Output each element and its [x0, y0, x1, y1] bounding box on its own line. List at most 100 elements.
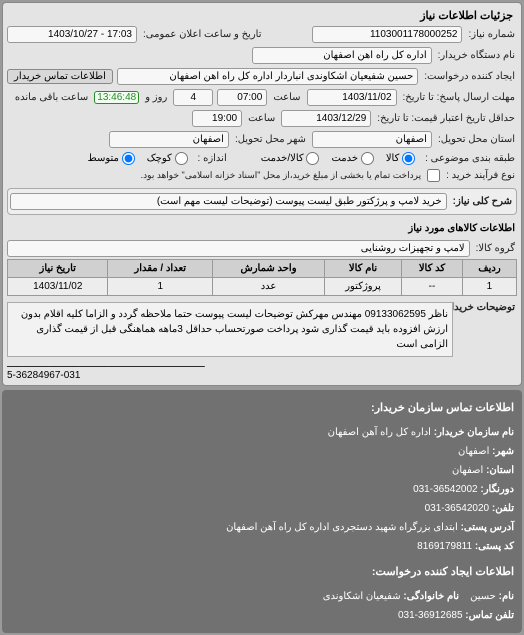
- size-label: اندازه :: [196, 153, 229, 164]
- request-no-label: شماره نیاز:: [466, 29, 517, 40]
- remain-label: ساعت باقی مانده: [13, 92, 90, 103]
- contact-postal: 8169179811: [417, 541, 472, 552]
- contact-city: اصفهان: [452, 465, 483, 476]
- contact-fax-row: دورنگار: 36542002-031: [10, 480, 514, 499]
- row-goods-group: گروه کالا:: [7, 238, 517, 259]
- contact-province-label: شهر:: [492, 446, 514, 457]
- buyer-note-text: ناظر 09133062595 مهندس مهرکش توضیحات لیس…: [7, 302, 453, 357]
- announce-field: [7, 26, 137, 43]
- contact-province-row: شهر: اصفهان: [10, 442, 514, 461]
- contact-tel-row: تلفن تماس: 36912685-031: [10, 606, 514, 625]
- contact-phone-row: تلفن: 36542020-031: [10, 499, 514, 518]
- contact-city-row: استان: اصفهان: [10, 461, 514, 480]
- prepay-label: پرداخت تمام یا بخشی از مبلغ خرید،از محل …: [139, 170, 423, 181]
- contact-fax: 36542002-031: [413, 484, 478, 495]
- row-buyer-note: توضیحات خریدار: ناظر 09133062595 مهندس م…: [7, 300, 517, 359]
- contact-postal-label: کد پستی:: [475, 541, 514, 552]
- row-group-type: طبقه بندی موضوعی : کالا خدمت کالا/خدمت ا…: [7, 150, 517, 167]
- requester-field: [117, 68, 418, 85]
- row-process: نوع فرآیند خرید : پرداخت تمام یا بخشی از…: [7, 167, 517, 184]
- th-date: تاریخ نیاز: [8, 260, 108, 278]
- th-name: نام کالا: [325, 260, 402, 278]
- opt-goods-radio[interactable]: [402, 152, 415, 165]
- contact-org-label: نام سازمان خریدار:: [434, 427, 514, 438]
- contact-province: اصفهان: [458, 446, 489, 457]
- row-buyer-device: نام دستگاه خریدار:: [7, 45, 517, 66]
- delivery-state-label: استان محل تحویل:: [436, 134, 517, 145]
- announce-label: تاریخ و ساعت اعلان عمومی:: [141, 29, 264, 40]
- contact-info-button[interactable]: اطلاعات تماس خریدار: [7, 69, 113, 84]
- validity-date-field: [281, 110, 371, 127]
- contact-name: حسین: [470, 591, 496, 602]
- table-row: 1 -- پروژکتور عدد 1 1403/11/02: [8, 278, 517, 296]
- remain-time: 13:46:48: [94, 91, 139, 104]
- buyer-device-label: نام دستگاه خریدار:: [436, 50, 517, 61]
- td-name: پروژکتور: [325, 278, 402, 296]
- opt-goods-service-radio[interactable]: [306, 152, 319, 165]
- contact-postal-row: کد پستی: 8169179811: [10, 537, 514, 556]
- contact-phone: 36542020-031: [425, 503, 490, 514]
- opt-service-radio[interactable]: [361, 152, 374, 165]
- row-requester: ایجاد کننده درخواست: اطلاعات تماس خریدار: [7, 66, 517, 87]
- deadline-date-field: [307, 89, 397, 106]
- contact-org-row: نام سازمان خریدار: اداره کل راه آهن اصفه…: [10, 423, 514, 442]
- td-row: 1: [462, 278, 516, 296]
- contact-panel: اطلاعات تماس سازمان خریدار: نام سازمان خ…: [2, 390, 522, 633]
- req-header: اطلاعات ایجاد کننده درخواست:: [10, 562, 514, 583]
- table-header-row: ردیف کد کالا نام کالا واحد شمارش تعداد /…: [8, 260, 517, 278]
- deadline-label: مهلت ارسال پاسخ: تا تاریخ:: [401, 92, 517, 103]
- contact-header: اطلاعات تماس سازمان خریدار:: [10, 398, 514, 419]
- contact-post: ابتدای بزرگراه شهید دستجردی اداره کل راه…: [226, 522, 458, 533]
- delivery-state-field: [312, 131, 432, 148]
- opt-small-label[interactable]: کوچک: [143, 152, 192, 165]
- days-label: روز و: [143, 92, 169, 103]
- panel-title: جزئیات اطلاعات نیاز: [7, 7, 517, 24]
- contact-name-row: نام: حسین نام خانوادگی: شفیعیان اشکاوندی: [10, 587, 514, 606]
- contact-city-label: استان:: [486, 465, 514, 476]
- deadline-time-field: [217, 89, 267, 106]
- contact-tel-label: تلفن تماس:: [465, 610, 514, 621]
- delivery-city-label: شهر محل تحویل:: [233, 134, 308, 145]
- summary-label: شرح کلی نیاز:: [451, 196, 514, 207]
- requester-label: ایجاد کننده درخواست:: [422, 71, 517, 82]
- opt-goods-service-label[interactable]: کالا/خدمت: [257, 152, 324, 165]
- th-unit: واحد شمارش: [213, 260, 325, 278]
- summary-panel: شرح کلی نیاز:: [7, 188, 517, 215]
- opt-small-radio[interactable]: [175, 152, 188, 165]
- opt-service-label[interactable]: خدمت: [327, 152, 377, 165]
- separator-line: ــــــــــــــــــــــــــــــــــــــــ…: [7, 359, 517, 370]
- opt-medium-radio[interactable]: [122, 152, 135, 165]
- summary-field: [10, 193, 447, 210]
- th-qty: تعداد / مقدار: [108, 260, 213, 278]
- th-code: کد کالا: [402, 260, 463, 278]
- contact-post-label: آدرس پستی:: [461, 522, 514, 533]
- time-label-2: ساعت: [246, 113, 277, 124]
- contact-lname-label: نام خانوادگی:: [403, 591, 459, 602]
- contact-phone-label: تلفن:: [492, 503, 514, 514]
- contact-fax-label: دورنگار:: [480, 484, 514, 495]
- td-code: --: [402, 278, 463, 296]
- process-label: نوع فرآیند خرید :: [444, 170, 517, 181]
- goods-info-title: اطلاعات کالاهای مورد نیاز: [7, 219, 517, 238]
- buyer-device-field: [252, 47, 432, 64]
- row-deadline: مهلت ارسال پاسخ: تا تاریخ: ساعت روز و 13…: [7, 87, 517, 108]
- th-row: ردیف: [462, 260, 516, 278]
- td-unit: عدد: [213, 278, 325, 296]
- phone-line: 5-36284967-031: [7, 370, 517, 381]
- contact-tel: 36912685-031: [398, 610, 463, 621]
- validity-label: حداقل تاریخ اعتبار قیمت: تا تاریخ:: [375, 113, 517, 124]
- goods-group-label: گروه کالا:: [474, 243, 517, 254]
- opt-medium-label[interactable]: متوسط: [83, 152, 138, 165]
- days-field: [173, 89, 213, 106]
- request-no-field: [312, 26, 462, 43]
- goods-group-field: [7, 240, 470, 257]
- row-request-no: شماره نیاز: تاریخ و ساعت اعلان عمومی:: [7, 24, 517, 45]
- contact-org: اداره کل راه آهن اصفهان: [328, 427, 431, 438]
- contact-post-row: آدرس پستی: ابتدای بزرگراه شهید دستجردی ا…: [10, 518, 514, 537]
- need-details-panel: جزئیات اطلاعات نیاز شماره نیاز: تاریخ و …: [2, 2, 522, 386]
- contact-lname: شفیعیان اشکاوندی: [323, 591, 401, 602]
- validity-time-field: [192, 110, 242, 127]
- row-validity: حداقل تاریخ اعتبار قیمت: تا تاریخ: ساعت: [7, 108, 517, 129]
- opt-goods-label[interactable]: کالا: [382, 152, 419, 165]
- prepay-checkbox[interactable]: [427, 169, 440, 182]
